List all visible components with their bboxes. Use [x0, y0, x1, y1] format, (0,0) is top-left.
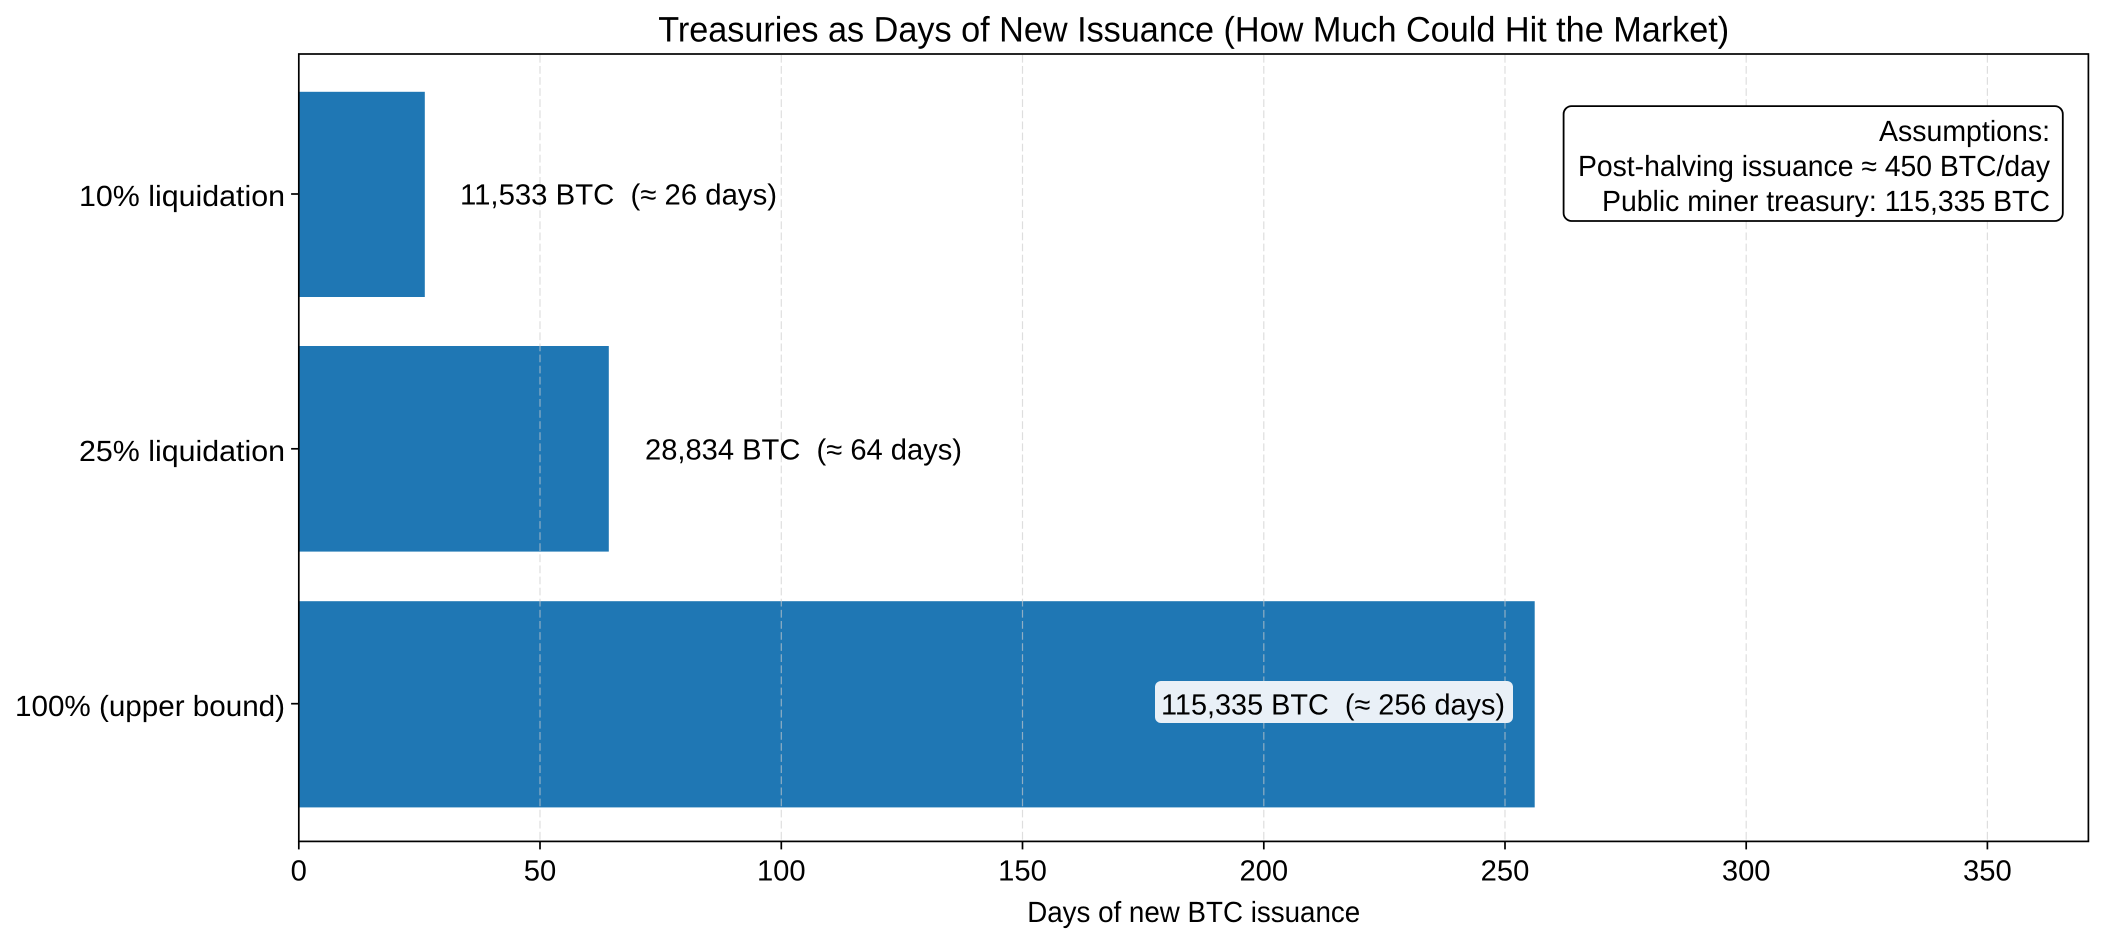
svg-text:Post-halving issuance ≈ 450 BT: Post-halving issuance ≈ 450 BTC/day — [1578, 151, 2050, 183]
svg-text:Days of new BTC issuance: Days of new BTC issuance — [1027, 897, 1360, 929]
svg-text:350: 350 — [1963, 856, 2012, 888]
svg-text:115,335 BTC (≈ 256 days): 115,335 BTC (≈ 256 days) — [1161, 689, 1505, 721]
svg-text:Treasuries as Days of New Issu: Treasuries as Days of New Issuance (How … — [658, 10, 1729, 50]
svg-text:100% (upper bound): 100% (upper bound) — [15, 691, 285, 723]
svg-text:Public miner treasury: 115,335: Public miner treasury: 115,335 BTC — [1602, 186, 2050, 218]
svg-text:11,533 BTC (≈ 26 days): 11,533 BTC (≈ 26 days) — [460, 180, 777, 212]
svg-text:25% liquidation: 25% liquidation — [79, 436, 285, 468]
svg-text:250: 250 — [1481, 856, 1530, 888]
svg-text:100: 100 — [757, 856, 806, 888]
svg-text:200: 200 — [1239, 856, 1288, 888]
svg-text:28,834 BTC (≈ 64 days): 28,834 BTC (≈ 64 days) — [645, 434, 962, 466]
svg-text:10% liquidation: 10% liquidation — [79, 181, 285, 213]
svg-text:Assumptions:: Assumptions: — [1879, 116, 2050, 148]
svg-text:150: 150 — [998, 856, 1047, 888]
svg-text:50: 50 — [524, 856, 556, 888]
svg-text:300: 300 — [1722, 856, 1771, 888]
svg-text:0: 0 — [291, 856, 307, 888]
